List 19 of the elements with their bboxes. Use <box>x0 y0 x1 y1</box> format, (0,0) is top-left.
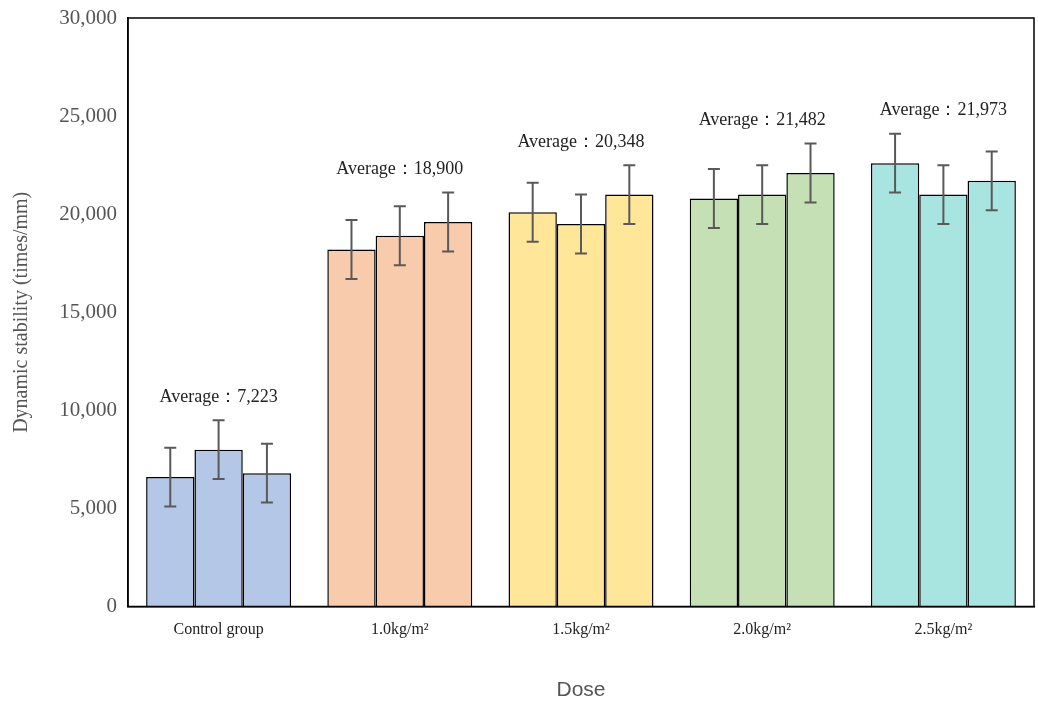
annotation: Average：7,223 <box>159 385 278 406</box>
x-tick-label: 1.0kg/m² <box>370 620 429 639</box>
annotation: Average：21,973 <box>879 99 1007 120</box>
y-axis-title: Dynamic stability (times/mm) <box>9 191 33 433</box>
annotation: Average：21,482 <box>698 109 826 130</box>
x-tick-label: 2.5kg/m² <box>914 620 973 639</box>
y-tick-label: 10,000 <box>59 396 117 421</box>
x-tick-label: Control group <box>173 620 264 639</box>
x-tick-label: 1.5kg/m² <box>552 620 611 639</box>
y-tick-label: 30,000 <box>59 4 117 29</box>
y-tick-label: 20,000 <box>59 200 117 225</box>
y-tick-label: 5,000 <box>69 495 117 520</box>
annotation: Average：18,900 <box>336 158 464 179</box>
annotation: Average：20,348 <box>517 130 645 151</box>
y-tick-label: 0 <box>106 593 117 618</box>
x-tick-label: 2.0kg/m² <box>733 620 792 639</box>
x-axis-title: Dose <box>556 677 606 701</box>
y-tick-label: 25,000 <box>59 102 117 127</box>
y-tick-label: 15,000 <box>59 298 117 323</box>
